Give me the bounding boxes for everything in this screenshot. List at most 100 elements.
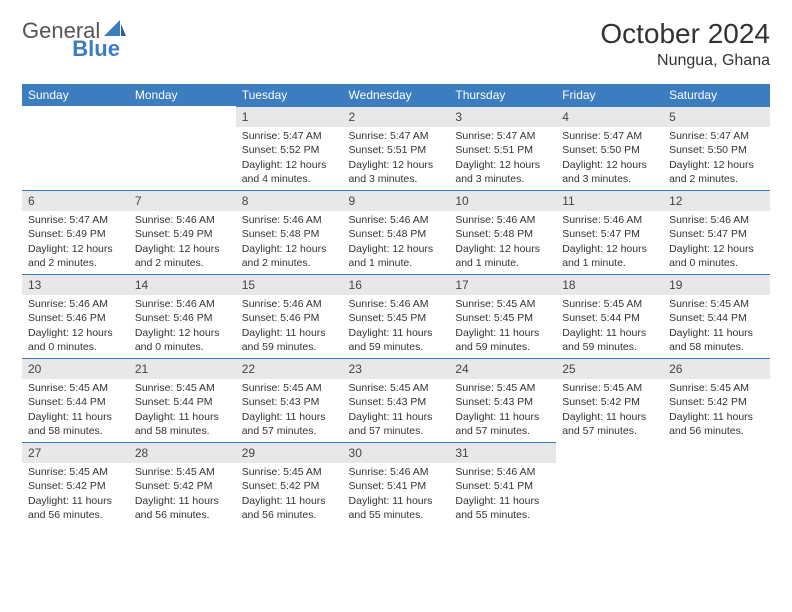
day-number: 2 <box>343 106 450 127</box>
sunset-text: Sunset: 5:52 PM <box>242 143 337 157</box>
calendar-cell: 3Sunrise: 5:47 AMSunset: 5:51 PMDaylight… <box>449 106 556 190</box>
calendar-week-row: 27Sunrise: 5:45 AMSunset: 5:42 PMDayligh… <box>22 442 770 526</box>
day-number: 26 <box>663 358 770 379</box>
calendar-cell: 6Sunrise: 5:47 AMSunset: 5:49 PMDaylight… <box>22 190 129 274</box>
calendar-cell: 30Sunrise: 5:46 AMSunset: 5:41 PMDayligh… <box>343 442 450 526</box>
daylight-text: Daylight: 12 hours and 1 minute. <box>562 242 657 270</box>
day-number: 28 <box>129 442 236 463</box>
day-number: 25 <box>556 358 663 379</box>
daylight-text: Daylight: 12 hours and 2 minutes. <box>669 158 764 186</box>
day-number: 31 <box>449 442 556 463</box>
month-title: October 2024 <box>600 18 770 50</box>
day-body: Sunrise: 5:47 AMSunset: 5:51 PMDaylight:… <box>343 127 450 190</box>
weekday-header: Wednesday <box>343 84 450 106</box>
sunset-text: Sunset: 5:49 PM <box>28 227 123 241</box>
daylight-text: Daylight: 11 hours and 56 minutes. <box>242 494 337 522</box>
sunrise-text: Sunrise: 5:45 AM <box>135 465 230 479</box>
calendar-cell: 22Sunrise: 5:45 AMSunset: 5:43 PMDayligh… <box>236 358 343 442</box>
sunset-text: Sunset: 5:44 PM <box>562 311 657 325</box>
day-number: 14 <box>129 274 236 295</box>
sunset-text: Sunset: 5:42 PM <box>669 395 764 409</box>
calendar-cell: 11Sunrise: 5:46 AMSunset: 5:47 PMDayligh… <box>556 190 663 274</box>
day-body: Sunrise: 5:46 AMSunset: 5:41 PMDaylight:… <box>343 463 450 526</box>
sunrise-text: Sunrise: 5:47 AM <box>28 213 123 227</box>
day-number: 29 <box>236 442 343 463</box>
calendar-cell: 18Sunrise: 5:45 AMSunset: 5:44 PMDayligh… <box>556 274 663 358</box>
calendar-cell: 26 Sunrise: 5:45 AMSunset: 5:42 PMDayligh… <box>663 358 770 442</box>
sunrise-text: Sunrise: 5:45 AM <box>562 381 657 395</box>
title-block: October 2024 Nungua, Ghana <box>600 18 770 70</box>
day-body: Sunrise: 5:45 AMSunset: 5:43 PMDaylight:… <box>236 379 343 442</box>
sunset-text: Sunset: 5:43 PM <box>242 395 337 409</box>
day-number: 15 <box>236 274 343 295</box>
calendar-cell: 17Sunrise: 5:45 AMSunset: 5:45 PMDayligh… <box>449 274 556 358</box>
daylight-text: Daylight: 12 hours and 3 minutes. <box>349 158 444 186</box>
sunrise-text: Sunrise: 5:47 AM <box>349 129 444 143</box>
day-number: 13 <box>22 274 129 295</box>
sunrise-text: Sunrise: 5:46 AM <box>669 213 764 227</box>
calendar-cell: 19Sunrise: 5:45 AMSunset: 5:44 PMDayligh… <box>663 274 770 358</box>
daylight-text: Daylight: 12 hours and 2 minutes. <box>135 242 230 270</box>
sunset-text: Sunset: 5:43 PM <box>349 395 444 409</box>
daylight-text: Daylight: 11 hours and 57 minutes. <box>242 410 337 438</box>
sunrise-text: Sunrise: 5:46 AM <box>562 213 657 227</box>
day-body: Sunrise: 5:47 AMSunset: 5:52 PMDaylight:… <box>236 127 343 190</box>
sunset-text: Sunset: 5:47 PM <box>562 227 657 241</box>
daylight-text: Daylight: 12 hours and 0 minutes. <box>135 326 230 354</box>
calendar-cell: 23Sunrise: 5:45 AMSunset: 5:43 PMDayligh… <box>343 358 450 442</box>
day-body: Sunrise: 5:45 AMSunset: 5:44 PMDaylight:… <box>663 295 770 358</box>
calendar-cell: 15Sunrise: 5:46 AMSunset: 5:46 PMDayligh… <box>236 274 343 358</box>
sunrise-text: Sunrise: 5:45 AM <box>28 465 123 479</box>
calendar-cell: 21Sunrise: 5:45 AMSunset: 5:44 PMDayligh… <box>129 358 236 442</box>
daylight-text: Daylight: 11 hours and 56 minutes. <box>669 410 764 438</box>
sunrise-text: Sunrise: 5:45 AM <box>349 381 444 395</box>
sunset-text: Sunset: 5:48 PM <box>349 227 444 241</box>
daylight-text: Daylight: 11 hours and 58 minutes. <box>135 410 230 438</box>
day-number: 10 <box>449 190 556 211</box>
sunrise-text: Sunrise: 5:46 AM <box>242 213 337 227</box>
sunrise-text: Sunrise: 5:45 AM <box>669 381 764 395</box>
daylight-text: Daylight: 11 hours and 59 minutes. <box>562 326 657 354</box>
calendar-cell: 14Sunrise: 5:46 AMSunset: 5:46 PMDayligh… <box>129 274 236 358</box>
calendar-cell: 2Sunrise: 5:47 AMSunset: 5:51 PMDaylight… <box>343 106 450 190</box>
sunset-text: Sunset: 5:43 PM <box>455 395 550 409</box>
sunset-text: Sunset: 5:49 PM <box>135 227 230 241</box>
daylight-text: Daylight: 11 hours and 57 minutes. <box>455 410 550 438</box>
day-body: Sunrise: 5:45 AMSunset: 5:43 PMDaylight:… <box>343 379 450 442</box>
sunrise-text: Sunrise: 5:45 AM <box>135 381 230 395</box>
logo: General Blue <box>22 18 178 44</box>
calendar-cell: 1Sunrise: 5:47 AMSunset: 5:52 PMDaylight… <box>236 106 343 190</box>
sunset-text: Sunset: 5:51 PM <box>455 143 550 157</box>
day-body: Sunrise: 5:46 AMSunset: 5:46 PMDaylight:… <box>236 295 343 358</box>
sunrise-text: Sunrise: 5:45 AM <box>242 465 337 479</box>
sunset-text: Sunset: 5:44 PM <box>669 311 764 325</box>
weekday-header: Saturday <box>663 84 770 106</box>
sunrise-text: Sunrise: 5:46 AM <box>455 213 550 227</box>
day-body: Sunrise: 5:46 AMSunset: 5:46 PMDaylight:… <box>129 295 236 358</box>
calendar-cell: 25Sunrise: 5:45 AMSunset: 5:42 PMDayligh… <box>556 358 663 442</box>
weekday-header-row: Sunday Monday Tuesday Wednesday Thursday… <box>22 84 770 106</box>
calendar-week-row: 6Sunrise: 5:47 AMSunset: 5:49 PMDaylight… <box>22 190 770 274</box>
sunset-text: Sunset: 5:42 PM <box>28 479 123 493</box>
day-body: Sunrise: 5:47 AMSunset: 5:51 PMDaylight:… <box>449 127 556 190</box>
sunset-text: Sunset: 5:41 PM <box>455 479 550 493</box>
sunrise-text: Sunrise: 5:47 AM <box>242 129 337 143</box>
day-body: Sunrise: 5:46 AMSunset: 5:41 PMDaylight:… <box>449 463 556 526</box>
day-body: Sunrise: 5:46 AMSunset: 5:48 PMDaylight:… <box>343 211 450 274</box>
day-number: 30 <box>343 442 450 463</box>
sunset-text: Sunset: 5:50 PM <box>562 143 657 157</box>
sunrise-text: Sunrise: 5:45 AM <box>28 381 123 395</box>
daylight-text: Daylight: 12 hours and 3 minutes. <box>562 158 657 186</box>
day-number: 1 <box>236 106 343 127</box>
daylight-text: Daylight: 11 hours and 57 minutes. <box>349 410 444 438</box>
sunset-text: Sunset: 5:45 PM <box>455 311 550 325</box>
sunset-text: Sunset: 5:46 PM <box>135 311 230 325</box>
daylight-text: Daylight: 12 hours and 1 minute. <box>349 242 444 270</box>
calendar-body: 1Sunrise: 5:47 AMSunset: 5:52 PMDaylight… <box>22 106 770 526</box>
day-number: 24 <box>449 358 556 379</box>
daylight-text: Daylight: 11 hours and 59 minutes. <box>242 326 337 354</box>
calendar-cell: 20Sunrise: 5:45 AMSunset: 5:44 PMDayligh… <box>22 358 129 442</box>
weekday-header: Sunday <box>22 84 129 106</box>
calendar-week-row: 13Sunrise: 5:46 AMSunset: 5:46 PMDayligh… <box>22 274 770 358</box>
day-number: 3 <box>449 106 556 127</box>
